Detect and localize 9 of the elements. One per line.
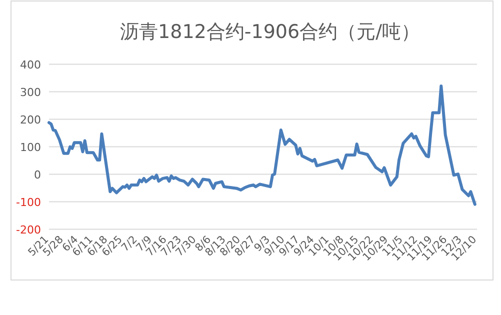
- y-tick-label: 200: [20, 113, 41, 126]
- line-series: [48, 84, 476, 206]
- y-tick-label: -200: [16, 223, 41, 236]
- y-tick-label: 100: [20, 140, 41, 154]
- y-tick-label: -100: [16, 196, 41, 209]
- y-tick-label: 400: [20, 58, 41, 72]
- y-tick-label: 300: [20, 86, 41, 99]
- chart-title: 沥青1812合约-1906合约（元/吨）: [120, 21, 420, 43]
- y-tick-label: 0: [34, 168, 41, 182]
